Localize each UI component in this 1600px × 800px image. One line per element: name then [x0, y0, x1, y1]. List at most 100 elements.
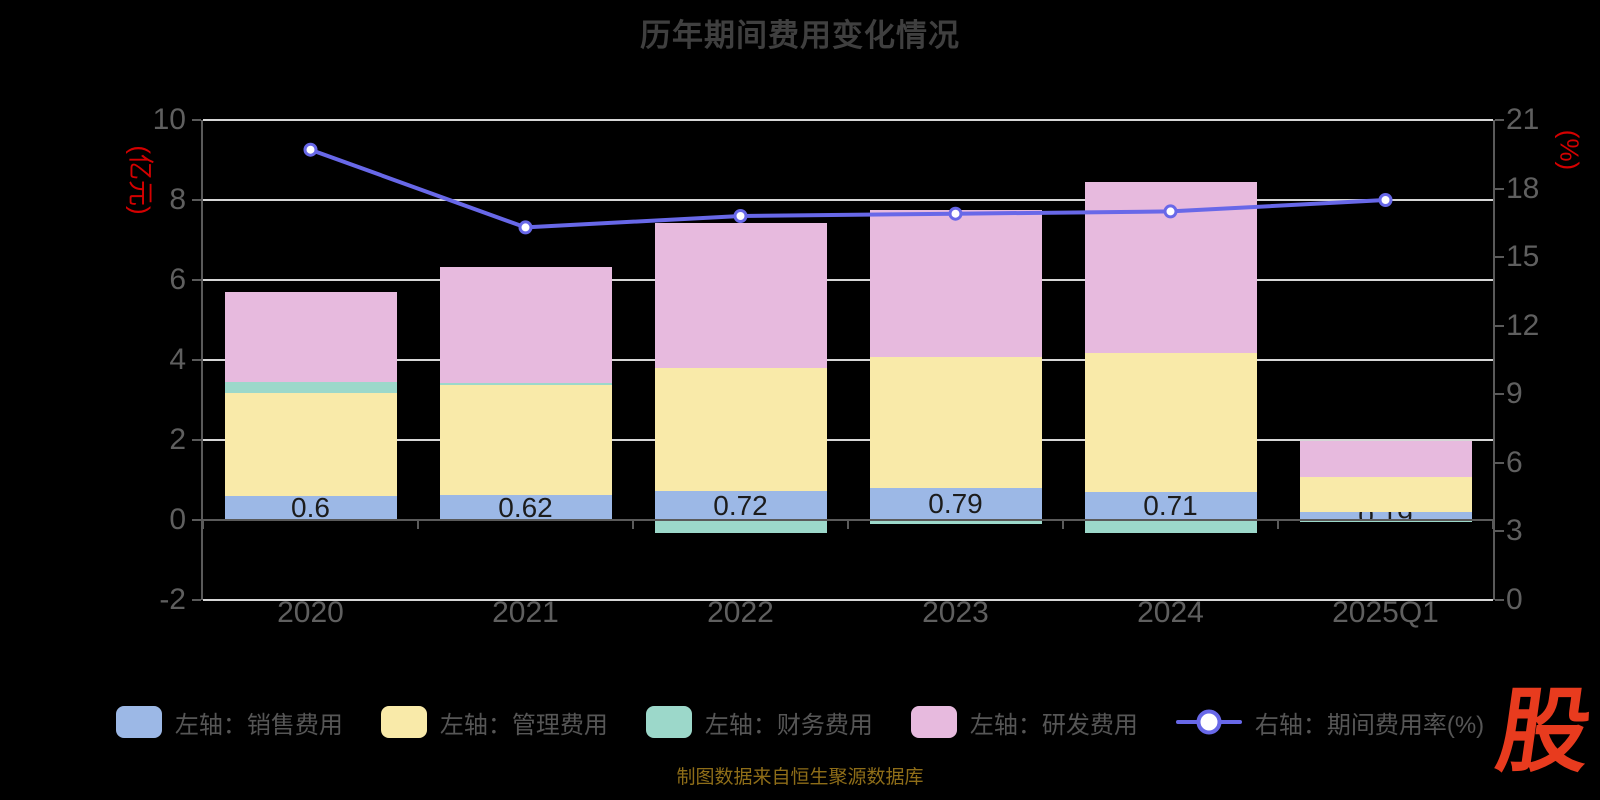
right-axis-tick [1495, 530, 1504, 533]
bar-value-label-wrap: 0.79 [870, 488, 1042, 520]
right-axis-tick [1495, 599, 1504, 601]
bar-segment-finance-expense [439, 383, 612, 385]
left-axis-tick [192, 519, 201, 521]
right-axis-tick-label: 3 [1506, 514, 1523, 548]
x-axis-tick [632, 520, 634, 529]
grid-line [203, 439, 1493, 441]
left-axis-tick-label: 10 [152, 103, 186, 136]
legend-swatch-finance-expense [645, 706, 692, 738]
x-axis-tick [1277, 520, 1279, 529]
bar-segment-rd-expense [224, 291, 397, 383]
bar-segment-rd-expense [654, 223, 827, 369]
legend-item-expense-ratio[interactable]: 右轴：期间费用率(%) [1175, 705, 1484, 740]
bar-segment-admin-expense [224, 393, 397, 496]
left-axis-tick-label: 2 [169, 423, 186, 456]
bar-value-label: 0.62 [498, 495, 553, 520]
right-axis-tick-label: 6 [1506, 445, 1523, 479]
bar-segment-finance-expense [224, 382, 397, 394]
x-axis-tick [1062, 520, 1064, 529]
bar-value-label-wrap: 0.72 [655, 491, 827, 520]
expense-ratio-data-point [518, 220, 533, 235]
x-axis-label-2021: 2021 [492, 596, 559, 629]
bar-segment-sales-expense [1299, 512, 1472, 520]
left-axis-tick [192, 199, 201, 201]
x-axis-tick [417, 520, 419, 529]
bar-segment-finance-expense [1084, 520, 1257, 534]
legend-label: 左轴：财务费用 [704, 711, 873, 739]
bar-value-label-wrap: 0.71 [1085, 492, 1257, 520]
legend-item-admin-expense[interactable]: 左轴：管理费用 [380, 705, 608, 740]
legend: 左轴：销售费用 左轴：管理费用 左轴：财务费用 左轴：研发费用 右轴：期间费用率(%) [0, 700, 1600, 744]
bar-value-label-wrap: 0.62 [440, 495, 612, 520]
x-axis-label-2024: 2024 [1137, 596, 1204, 629]
x-axis-label-2022: 2022 [707, 596, 774, 629]
bar-value-label: 0.19 [1358, 512, 1413, 520]
bar-segment-finance-expense [869, 520, 1042, 524]
right-axis-tick-label: 0 [1506, 583, 1523, 616]
bar-value-label: 0.79 [928, 488, 983, 520]
left-axis-tick [192, 359, 201, 361]
bar-segment-finance-expense [1299, 520, 1472, 523]
x-axis-tick [847, 520, 849, 529]
right-axis-tick-label: 12 [1506, 308, 1540, 342]
bar-value-label-wrap: 0.19 [1300, 512, 1472, 520]
grid-line [203, 279, 1493, 281]
bar-segment-sales-expense [654, 491, 827, 520]
expense-ratio-data-point [733, 209, 748, 223]
grid-line [203, 599, 1493, 601]
bar-segment-admin-expense [1299, 477, 1472, 513]
brand-logo: 股 [1490, 681, 1598, 783]
right-axis-line [1493, 120, 1495, 600]
x-axis-label-2020: 2020 [277, 596, 344, 629]
right-axis-tick [1495, 461, 1504, 464]
bar-value-label: 0.6 [291, 496, 330, 520]
bar-segment-finance-expense [654, 520, 827, 534]
bar-segment-sales-expense [1084, 491, 1257, 520]
legend-line-marker-icon [1175, 709, 1242, 735]
bar-segment-rd-expense [1084, 181, 1257, 354]
grid-line [203, 359, 1493, 361]
legend-swatch-rd-expense [910, 706, 957, 738]
legend-swatch-sales-expense [115, 706, 162, 738]
bar-segment-rd-expense [439, 266, 612, 384]
legend-item-finance-expense[interactable]: 左轴：财务费用 [645, 705, 873, 740]
left-axis-tick-label: 8 [169, 183, 186, 216]
bar-segment-sales-expense [869, 488, 1042, 520]
x-axis-label-2023: 2023 [922, 596, 989, 629]
bar-segment-admin-expense [654, 368, 827, 492]
legend-item-rd-expense[interactable]: 左轴：研发费用 [910, 705, 1138, 740]
bar-segment-admin-expense [439, 384, 612, 496]
bar-value-label: 0.71 [1143, 491, 1198, 520]
right-axis-tick-label: 18 [1506, 171, 1540, 205]
right-axis-tick-label: 21 [1506, 103, 1540, 136]
right-axis-tick [1495, 119, 1504, 121]
x-axis-tick [202, 520, 204, 529]
bar-segment-admin-expense [1084, 353, 1257, 492]
expense-ratio-data-point [303, 142, 318, 157]
chart-title: 历年期间费用变化情况 [640, 18, 960, 53]
legend-label: 左轴：研发费用 [969, 711, 1138, 739]
left-axis-tick [192, 599, 201, 601]
bar-segment-sales-expense [439, 495, 612, 520]
right-axis-tick-label: 9 [1506, 377, 1523, 411]
left-axis-tick-label: -2 [159, 583, 186, 616]
x-axis-label-2025Q1: 2025Q1 [1332, 596, 1439, 629]
legend-label: 左轴：销售费用 [174, 711, 343, 739]
left-axis-tick [192, 439, 201, 441]
grid-line [203, 119, 1493, 121]
legend-label: 左轴：管理费用 [439, 711, 608, 739]
left-axis-line [201, 120, 203, 600]
left-axis-tick-label: 0 [169, 503, 186, 536]
left-axis-tick [192, 279, 201, 281]
bar-segment-rd-expense [869, 210, 1042, 357]
left-axis-tick [192, 119, 201, 121]
bar-segment-admin-expense [869, 356, 1042, 489]
legend-line-dot-icon [1196, 709, 1222, 735]
left-axis-tick-label: 4 [169, 343, 186, 376]
legend-swatch-admin-expense [380, 706, 427, 738]
left-axis-tick-label: 6 [169, 263, 186, 296]
bar-segment-sales-expense [224, 496, 397, 520]
right-axis-tick [1495, 256, 1504, 259]
legend-item-sales-expense[interactable]: 左轴：销售费用 [115, 705, 343, 740]
